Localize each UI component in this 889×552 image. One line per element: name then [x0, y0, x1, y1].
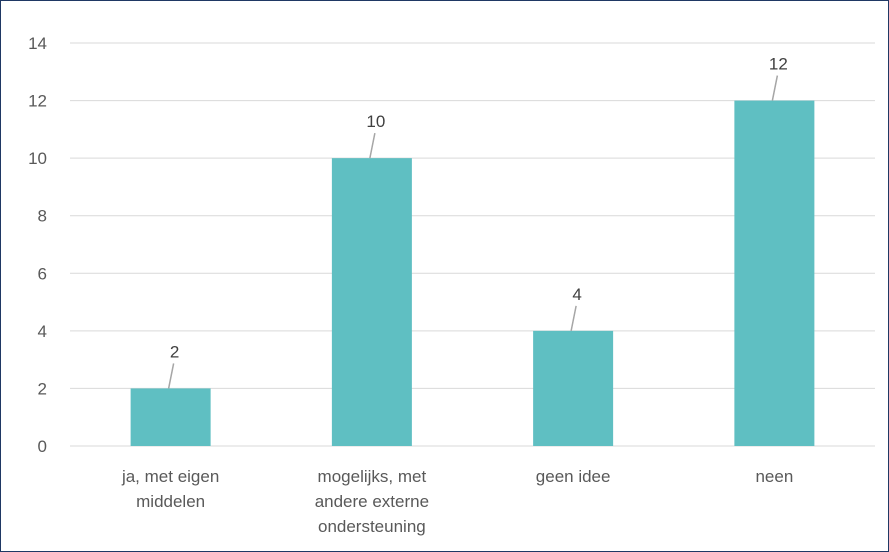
data-label: 12 — [769, 55, 788, 74]
x-tick-label-line: neen — [755, 467, 793, 486]
bar — [533, 330, 614, 446]
data-label: 4 — [572, 285, 581, 304]
x-tick-label: mogelijks, met andere externe ondersteunin… — [315, 467, 429, 536]
x-tick-label-line: ja, met eigen — [121, 467, 219, 486]
data-label: 2 — [170, 342, 179, 361]
x-tick-label: ja, met eigen middelen — [121, 467, 219, 511]
data-label-leader — [771, 75, 779, 101]
x-tick-label: geen idee — [536, 467, 611, 486]
x-tick-label-line: ondersteuning — [318, 517, 426, 536]
y-tick-label: 14 — [28, 34, 47, 53]
y-tick-label: 0 — [38, 437, 47, 456]
data-label-leader — [570, 305, 577, 332]
y-tick-label: 12 — [28, 92, 47, 111]
data-label-leader — [369, 132, 376, 159]
bar — [130, 388, 211, 446]
y-tick-label: 4 — [38, 322, 47, 341]
x-tick-label: neen — [755, 467, 793, 486]
y-tick-label: 2 — [38, 379, 47, 398]
x-tick-label-line: mogelijks, met — [318, 467, 427, 486]
x-tick-label-line: andere externe — [315, 492, 429, 511]
bar — [734, 100, 815, 447]
data-label-leader — [167, 363, 175, 389]
bar — [331, 158, 412, 446]
data-label: 10 — [366, 112, 385, 131]
y-tick-label: 10 — [28, 149, 47, 168]
y-tick-label: 8 — [38, 207, 47, 226]
x-tick-label-line: middelen — [136, 492, 205, 511]
y-tick-label: 6 — [38, 264, 47, 283]
x-tick-label-line: geen idee — [536, 467, 611, 486]
